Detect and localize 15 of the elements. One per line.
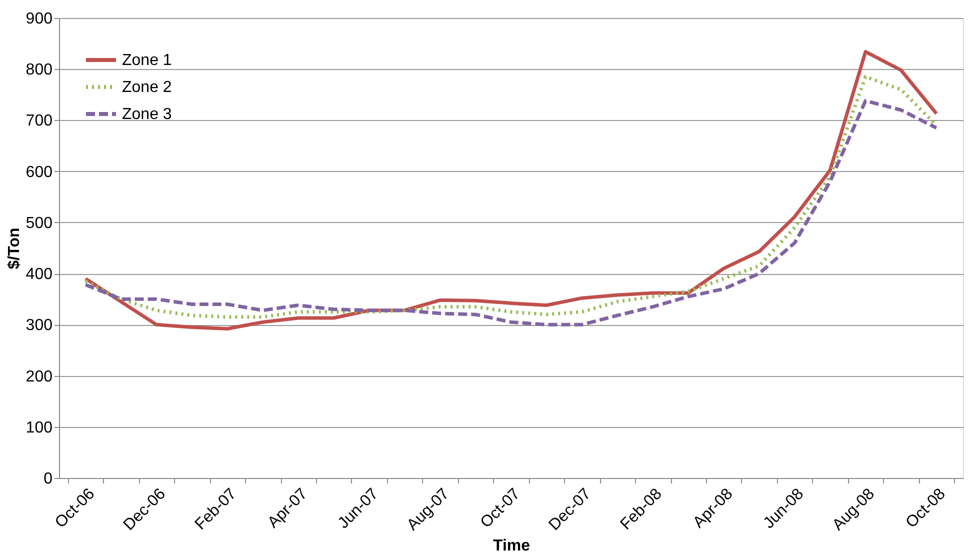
y-tick-label: 400 bbox=[26, 266, 53, 284]
legend-label: Zone 3 bbox=[122, 106, 172, 123]
y-tick-label: 700 bbox=[26, 112, 53, 130]
x-axis-title: Time bbox=[492, 537, 530, 554]
y-tick-label: 500 bbox=[26, 214, 53, 232]
y-tick-label: 900 bbox=[26, 10, 53, 28]
legend-label: Zone 1 bbox=[122, 52, 172, 69]
y-axis-title: $/Ton bbox=[6, 228, 23, 270]
legend-label: Zone 2 bbox=[122, 79, 172, 96]
y-tick-label: 100 bbox=[26, 419, 53, 436]
y-tick-label: 800 bbox=[26, 62, 53, 79]
y-tick-label: 600 bbox=[26, 164, 53, 181]
y-tick-label: 200 bbox=[26, 368, 53, 386]
y-tick-label: 0 bbox=[44, 470, 53, 488]
y-tick-label: 300 bbox=[26, 317, 53, 334]
